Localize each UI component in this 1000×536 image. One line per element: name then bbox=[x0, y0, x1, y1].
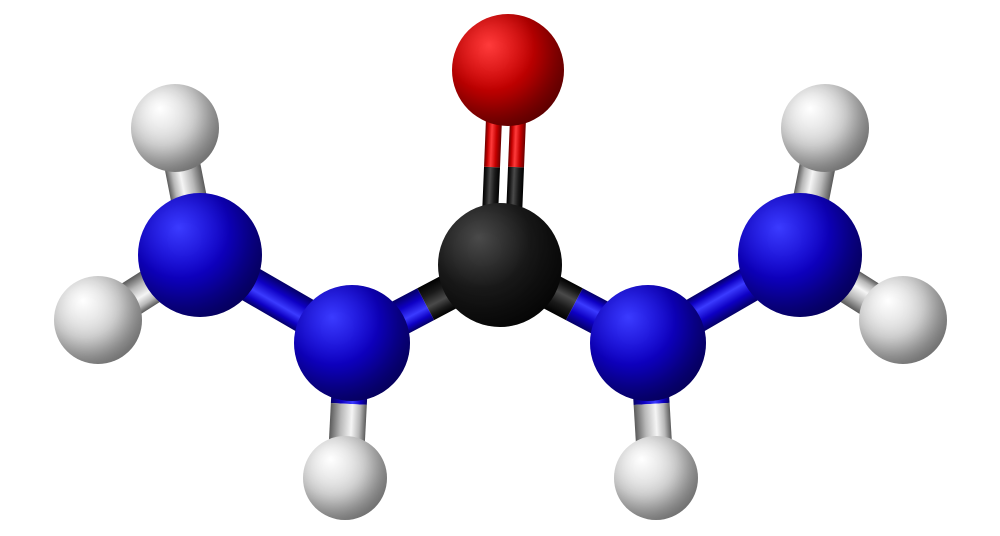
atom-o bbox=[452, 14, 564, 126]
atom-n bbox=[138, 193, 262, 317]
molecule-diagram bbox=[0, 0, 1000, 536]
atom-h bbox=[614, 436, 698, 520]
atom-h bbox=[54, 276, 142, 364]
atom-n bbox=[738, 193, 862, 317]
atom-h bbox=[859, 276, 947, 364]
atom-h bbox=[781, 84, 869, 172]
atom-n bbox=[294, 285, 410, 401]
atom-h bbox=[131, 84, 219, 172]
atom-h bbox=[303, 436, 387, 520]
atom-n bbox=[590, 285, 706, 401]
atom-c bbox=[438, 203, 562, 327]
